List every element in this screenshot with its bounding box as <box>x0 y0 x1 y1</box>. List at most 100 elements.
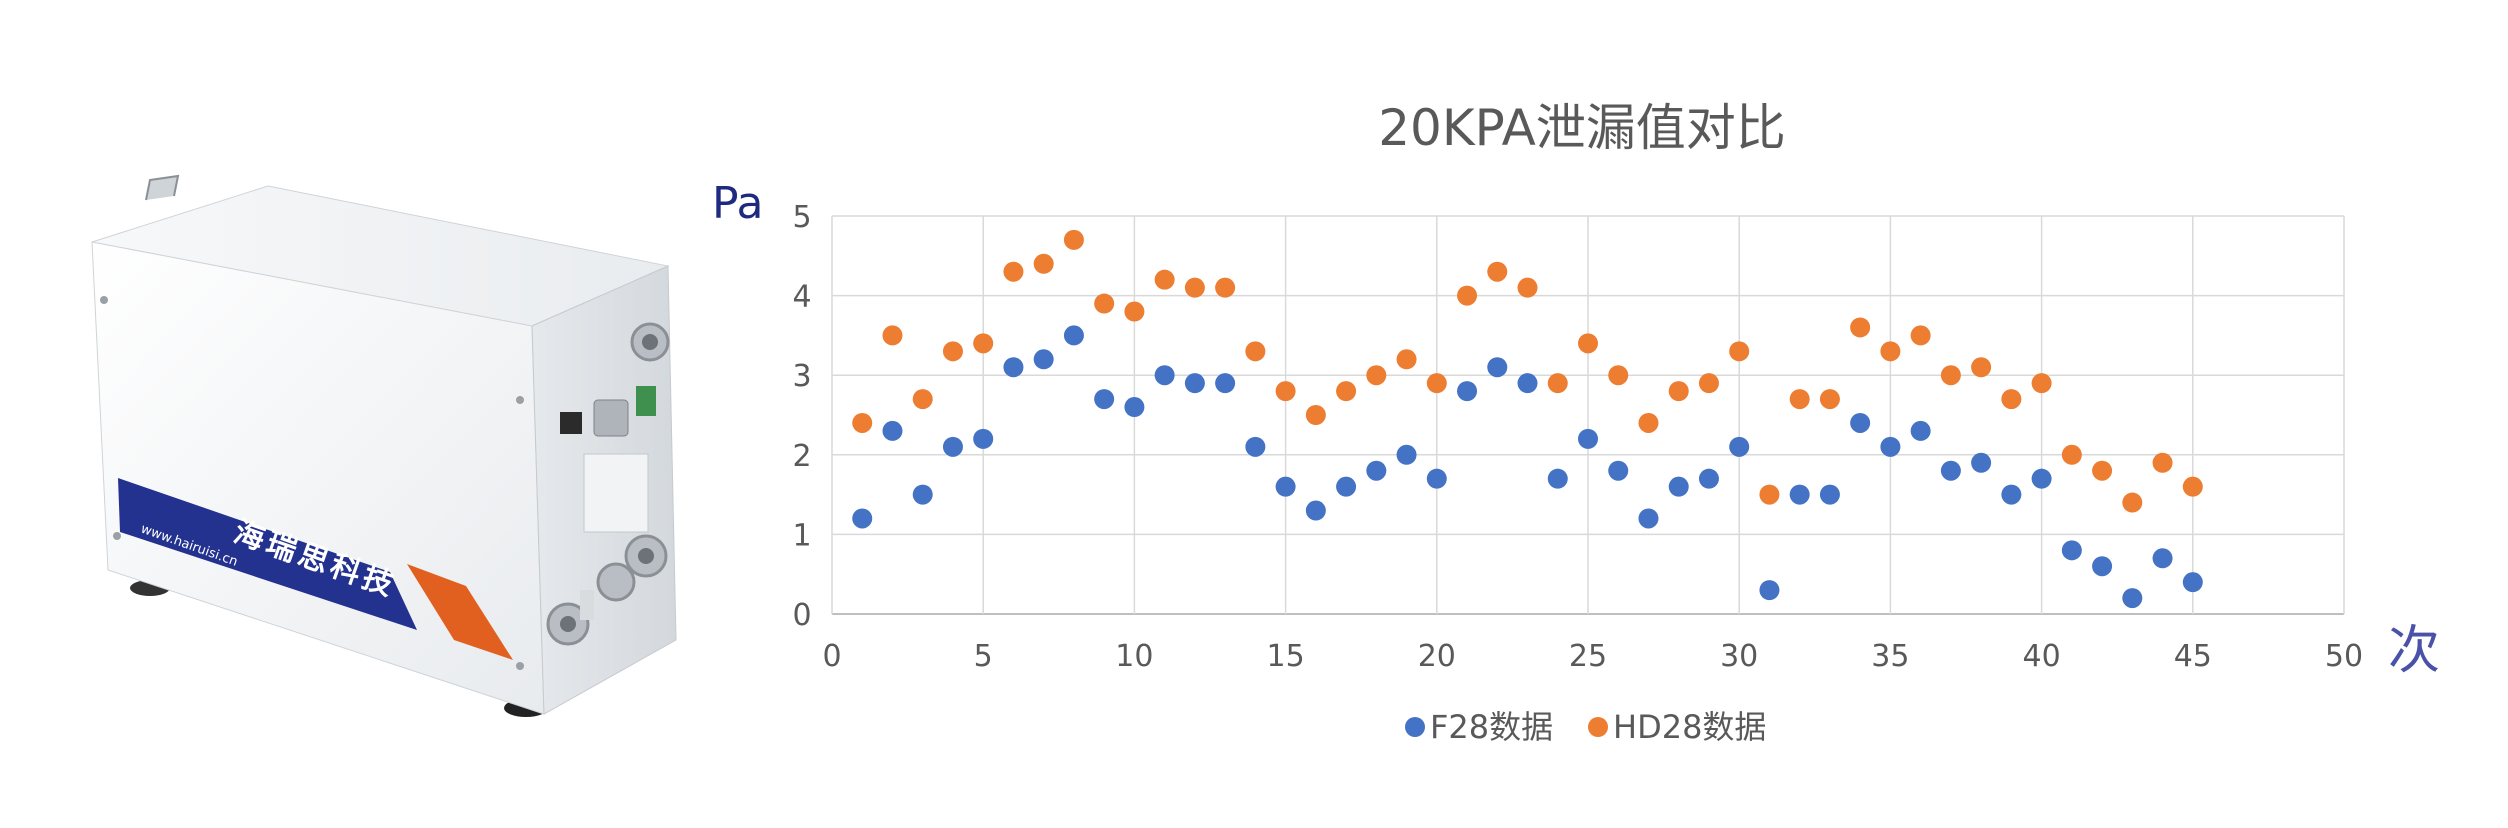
chart-legend: F28数据 HD28数据 <box>1405 708 1766 746</box>
point-hd28 <box>1729 341 1750 362</box>
point-f28 <box>2152 548 2173 569</box>
x-tick-label: 25 <box>1569 639 1607 674</box>
point-f28 <box>1971 452 1992 473</box>
point-f28 <box>1124 397 1145 418</box>
point-f28 <box>1305 500 1326 521</box>
point-f28 <box>1275 476 1296 497</box>
point-f28 <box>1003 357 1024 378</box>
point-hd28 <box>1759 484 1780 505</box>
point-hd28 <box>1789 389 1810 410</box>
y-axis-label: Pa <box>712 178 764 229</box>
point-f28 <box>2061 540 2082 561</box>
point-hd28 <box>1033 253 1054 274</box>
chart-title: 20KPA泄漏值对比 <box>1378 99 1786 157</box>
point-f28 <box>852 508 873 529</box>
point-f28 <box>1910 420 1931 441</box>
point-hd28 <box>1124 301 1145 322</box>
point-hd28 <box>1396 349 1417 370</box>
point-hd28 <box>1668 381 1689 402</box>
point-f28 <box>1578 428 1598 449</box>
point-f28 <box>1094 389 1115 410</box>
point-hd28 <box>2092 460 2113 481</box>
point-hd28 <box>852 412 873 433</box>
point-hd28 <box>1819 389 1840 410</box>
chart-gridlines <box>831 215 2345 615</box>
point-f28 <box>1184 373 1205 394</box>
point-hd28 <box>1094 293 1115 314</box>
point-hd28 <box>1971 357 1992 378</box>
point-hd28 <box>2031 373 2052 394</box>
point-hd28 <box>1940 365 1961 386</box>
point-f28 <box>1457 381 1478 402</box>
point-f28 <box>912 484 933 505</box>
point-f28 <box>1668 476 1689 497</box>
point-f28 <box>973 428 994 449</box>
point-hd28 <box>1426 373 1447 394</box>
point-f28 <box>1487 357 1508 378</box>
point-hd28 <box>912 389 933 410</box>
point-hd28 <box>1578 333 1598 354</box>
point-hd28 <box>1608 365 1629 386</box>
y-tick-label: 0 <box>792 598 811 633</box>
x-axis-label: 次 <box>2388 621 2440 681</box>
point-f28 <box>1215 373 1236 394</box>
legend-marker-hd28 <box>1588 717 1608 737</box>
point-hd28 <box>1215 277 1236 298</box>
x-tick-label: 10 <box>1115 639 1153 674</box>
point-hd28 <box>2001 389 2022 410</box>
point-f28 <box>1336 476 1357 497</box>
point-f28 <box>2182 572 2203 593</box>
y-tick-label: 5 <box>792 200 811 235</box>
point-f28 <box>1517 373 1538 394</box>
point-f28 <box>882 420 903 441</box>
point-f28 <box>2001 484 2022 505</box>
point-f28 <box>1698 468 1719 489</box>
point-f28 <box>2031 468 2052 489</box>
point-f28 <box>1547 468 1568 489</box>
legend-label-f28: F28数据 <box>1430 708 1553 746</box>
point-f28 <box>1638 508 1659 529</box>
point-f28 <box>2092 556 2113 577</box>
point-hd28 <box>2122 492 2143 513</box>
x-tick-label: 30 <box>1720 639 1758 674</box>
x-tick-label: 5 <box>974 639 993 674</box>
point-hd28 <box>1366 365 1387 386</box>
point-hd28 <box>2182 476 2203 497</box>
y-tick-label: 3 <box>792 359 811 394</box>
legend-label-hd28: HD28数据 <box>1613 708 1766 746</box>
point-hd28 <box>1638 412 1659 433</box>
y-tick-label: 4 <box>792 280 811 315</box>
point-hd28 <box>942 341 963 362</box>
point-f28 <box>1396 444 1417 465</box>
point-f28 <box>1819 484 1840 505</box>
point-f28 <box>1033 349 1054 370</box>
x-axis-ticks: 0 5 10 15 20 25 30 35 40 45 50 <box>822 639 2363 674</box>
point-f28 <box>1063 325 1084 346</box>
x-tick-label: 35 <box>1871 639 1909 674</box>
point-f28 <box>1729 436 1750 457</box>
point-hd28 <box>1547 373 1568 394</box>
x-tick-label: 0 <box>822 639 841 674</box>
y-tick-label: 2 <box>792 439 811 474</box>
y-tick-label: 1 <box>792 518 811 553</box>
point-hd28 <box>1275 381 1296 402</box>
point-hd28 <box>1850 317 1871 338</box>
point-f28 <box>1880 436 1901 457</box>
point-hd28 <box>1517 277 1538 298</box>
point-f28 <box>1940 460 1961 481</box>
point-hd28 <box>1457 285 1478 306</box>
point-hd28 <box>1305 405 1326 425</box>
point-f28 <box>1789 484 1810 505</box>
point-f28 <box>1850 412 1871 433</box>
point-f28 <box>1245 436 1266 457</box>
point-hd28 <box>973 333 994 354</box>
point-f28 <box>1608 460 1629 481</box>
x-tick-label: 20 <box>1418 639 1456 674</box>
x-tick-label: 45 <box>2174 639 2212 674</box>
legend-marker-f28 <box>1405 717 1425 737</box>
point-hd28 <box>1003 261 1024 282</box>
y-axis-ticks: 0 1 2 3 4 5 <box>792 200 811 633</box>
point-hd28 <box>1880 341 1901 362</box>
point-hd28 <box>1698 373 1719 394</box>
